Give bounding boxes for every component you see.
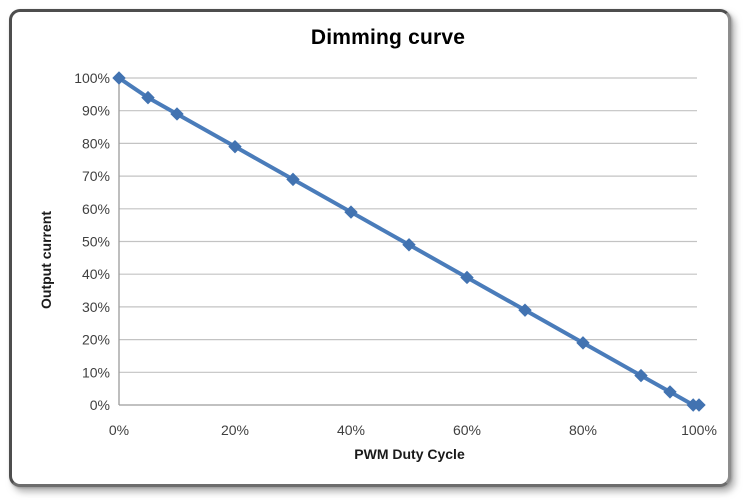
y-tick-label: 10%: [82, 364, 110, 380]
x-axis-title: PWM Duty Cycle: [354, 446, 465, 462]
data-point-marker: [286, 172, 300, 187]
chart-frame: [9, 9, 731, 487]
data-point-marker: [460, 270, 474, 285]
data-point-marker: [141, 90, 155, 105]
y-axis-title: Output current: [38, 211, 54, 309]
x-tick-label: 0%: [109, 422, 129, 438]
x-tick-label: 20%: [221, 422, 249, 438]
y-tick-label: 0%: [90, 397, 110, 413]
axes-layer: [118, 78, 699, 406]
y-tick-label: 100%: [74, 70, 110, 86]
data-point-marker: [344, 205, 358, 219]
y-tick-label: 50%: [82, 234, 110, 250]
data-point-marker: [518, 303, 532, 317]
series-layer: [112, 71, 706, 412]
data-point-marker: [634, 368, 648, 383]
y-tick-label: 80%: [82, 135, 110, 151]
data-point-marker: [576, 336, 590, 350]
x-tick-label: 80%: [569, 422, 597, 438]
data-point-marker: [402, 238, 416, 252]
tick-labels-layer: 0% 10% 20% 30% 40% 50% 60% 70% 80% 90% 100% 0% 20% 40…: [74, 70, 717, 438]
data-point-marker: [228, 139, 242, 154]
x-tick-label: 40%: [337, 422, 365, 438]
gridlines-layer: [119, 77, 697, 373]
y-tick-label: 20%: [82, 332, 110, 348]
x-tick-label: 100%: [681, 422, 717, 438]
x-tick-label: 60%: [453, 422, 481, 438]
y-tick-label: 40%: [82, 266, 110, 282]
data-point-marker: [170, 107, 184, 121]
y-tick-label: 30%: [82, 299, 110, 315]
data-point-marker: [663, 385, 677, 399]
y-tick-label: 60%: [82, 201, 110, 217]
y-tick-label: 70%: [82, 168, 110, 184]
series-line: [117, 76, 701, 407]
chart-title: Dimming curve: [310, 26, 466, 49]
data-point-marker: [112, 71, 126, 85]
y-tick-label: 90%: [82, 103, 110, 119]
data-point-marker: [692, 398, 706, 412]
